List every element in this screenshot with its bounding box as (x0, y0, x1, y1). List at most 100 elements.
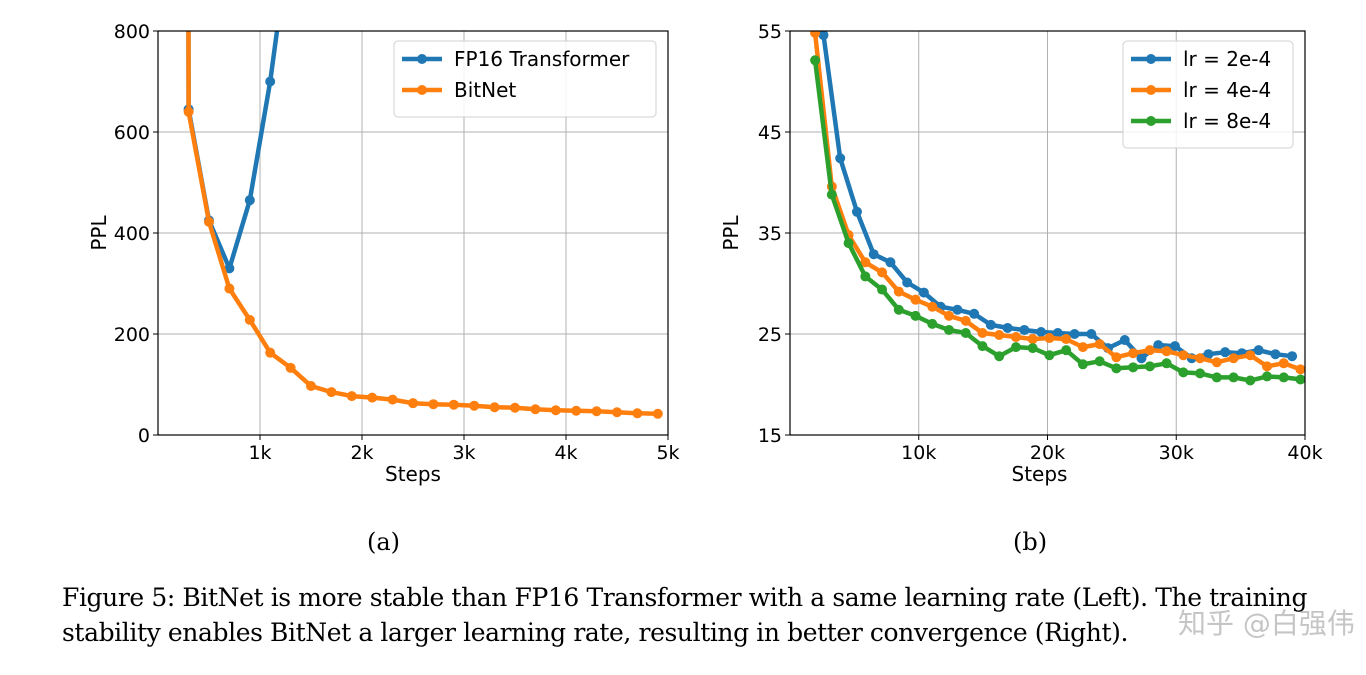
y-tick-label: 35 (758, 223, 782, 245)
data-point (1069, 329, 1080, 339)
y-tick-label: 400 (114, 223, 150, 245)
data-point (652, 408, 663, 419)
data-point (1019, 324, 1030, 335)
subcaption-b: (b) (1013, 528, 1048, 556)
legend-swatch-marker (417, 85, 427, 95)
data-point (944, 324, 955, 335)
data-point (346, 391, 357, 402)
data-point (1077, 359, 1088, 370)
data-point (960, 327, 971, 338)
data-point (1220, 347, 1231, 358)
data-point (204, 216, 214, 227)
data-point (1128, 362, 1139, 373)
data-point (1144, 361, 1155, 372)
data-point (1010, 342, 1021, 353)
data-point (1044, 350, 1055, 361)
data-point (1077, 342, 1088, 353)
data-point (1228, 353, 1239, 364)
data-point (1161, 358, 1172, 369)
y-tick-label: 200 (114, 324, 150, 346)
data-point (224, 263, 235, 274)
data-point (902, 277, 913, 288)
data-point (244, 195, 255, 206)
data-point (530, 404, 541, 415)
caption-line-2: stability enables BitNet a larger learni… (62, 618, 1128, 647)
chart-a: 1k 2k 3k 4k 5k 0 200 400 600 800 Steps PPL FP16 Tran… (87, 21, 680, 486)
legend-swatch-marker (1146, 85, 1156, 95)
data-point (285, 362, 296, 373)
y-tick-label: 0 (138, 425, 150, 447)
x-tick-label: 4k (554, 442, 577, 464)
data-point (994, 330, 1005, 341)
data-point (860, 257, 871, 268)
data-point (1295, 364, 1305, 375)
data-point (1136, 353, 1147, 364)
data-point (927, 318, 938, 329)
data-point (1036, 326, 1047, 337)
x-tick-label: 20k (1030, 442, 1065, 464)
data-point (550, 405, 561, 416)
axes-frame (157, 30, 669, 436)
legend-label: lr = 4e-4 (1183, 78, 1271, 102)
data-point (868, 249, 879, 260)
data-point (1270, 349, 1281, 360)
data-point (1052, 327, 1063, 338)
series-group (183, 31, 663, 419)
data-point (835, 153, 846, 164)
data-point (818, 31, 829, 41)
y-axis-label: PPL (87, 215, 111, 251)
data-point (1111, 363, 1122, 374)
y-tick-label: 45 (758, 122, 782, 144)
data-point (1245, 350, 1256, 361)
data-point (1169, 341, 1180, 352)
series-line-0 (186, 31, 280, 271)
legend-swatch-marker (1146, 116, 1156, 126)
data-point (977, 327, 988, 338)
x-axis-label: Steps (1012, 462, 1068, 486)
data-point (1128, 348, 1139, 359)
legend: lr = 2e-4 lr = 4e-4 lr = 8e-4 (1122, 40, 1294, 149)
caption-line-1: Figure 5: BitNet is more stable than FP1… (62, 583, 1308, 612)
legend-label: BitNet (454, 78, 516, 102)
legend-box (393, 40, 657, 118)
data-point (1211, 372, 1222, 383)
data-point (1111, 352, 1122, 363)
data-point (843, 238, 854, 249)
data-point (1178, 350, 1189, 361)
data-point (977, 341, 988, 352)
data-point (985, 319, 996, 330)
data-point (265, 76, 276, 87)
x-axis-label: Steps (385, 462, 441, 486)
watermark: 知乎 @白强伟 (1178, 607, 1355, 640)
y-tick-label: 25 (758, 324, 782, 346)
data-point (591, 406, 602, 417)
data-point (428, 399, 439, 410)
data-point (1278, 358, 1289, 369)
data-point (408, 398, 418, 409)
data-point (612, 407, 622, 418)
data-point (1195, 368, 1206, 379)
data-point (469, 400, 480, 411)
data-point (1178, 367, 1189, 378)
data-point (877, 267, 888, 278)
legend-label: lr = 2e-4 (1183, 47, 1271, 71)
data-point (1044, 333, 1055, 344)
data-point (851, 206, 862, 217)
data-point (1153, 340, 1164, 351)
figure: 1k 2k 3k 4k 5k 0 200 400 600 800 Steps PPL FP16 Tran… (87, 21, 1323, 486)
data-point (1094, 356, 1105, 367)
data-point (952, 304, 963, 315)
data-point (1027, 334, 1038, 345)
data-point (183, 106, 194, 117)
data-point (893, 286, 904, 297)
legend-label: lr = 8e-4 (1183, 109, 1271, 133)
x-tick-label: 10k (901, 442, 936, 464)
data-point (632, 408, 643, 419)
data-point (1010, 332, 1021, 343)
data-point (1161, 346, 1172, 357)
x-tick-label: 5k (656, 442, 679, 464)
legend-swatch-marker (1146, 54, 1156, 64)
data-point (489, 402, 500, 413)
data-point (387, 394, 398, 405)
